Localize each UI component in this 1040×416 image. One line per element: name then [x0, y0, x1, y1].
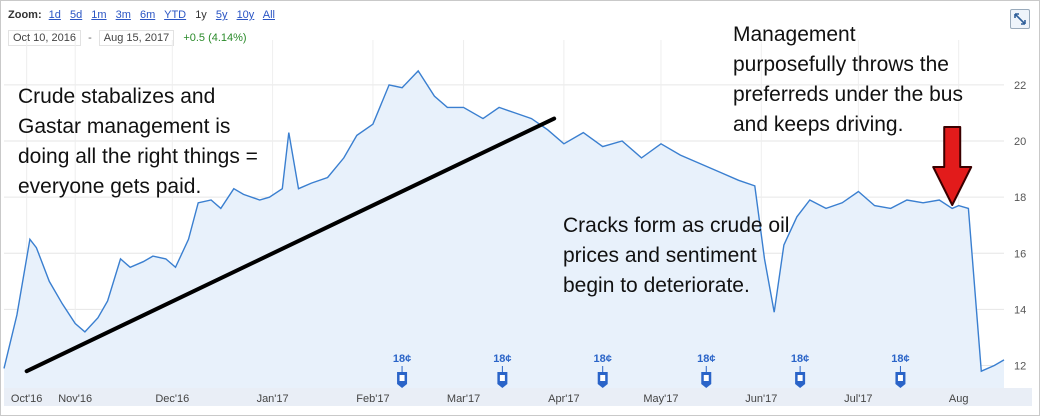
y-axis: 12 14 16 18 20 22 [1014, 80, 1026, 373]
trend-line [24, 116, 557, 374]
y-tick-label: 18 [1014, 192, 1026, 204]
x-tick-label: Aug [949, 393, 969, 405]
y-tick-label: 22 [1014, 80, 1026, 92]
date-separator: - [88, 32, 92, 44]
zoom-1d[interactable]: 1d [48, 9, 61, 21]
x-tick-label: Jul'17 [844, 393, 872, 405]
x-tick-label: Feb'17 [356, 393, 389, 405]
dividend-label: 18¢ [791, 353, 809, 365]
red-down-arrow-icon [932, 126, 973, 206]
zoom-all[interactable]: All [262, 9, 275, 21]
dividend-label: 18¢ [393, 353, 411, 365]
expand-button[interactable] [1010, 9, 1030, 29]
x-tick-label: Dec'16 [155, 393, 189, 405]
dividend-flag-hole [897, 375, 903, 381]
dividend-flag-icon: 18¢ [791, 353, 809, 388]
dividend-markers: 18¢ 18¢ 18¢ 18¢ 18¢ 18¢ [393, 353, 910, 388]
zoom-5y[interactable]: 5y [215, 9, 228, 21]
y-tick-label: 20 [1014, 136, 1026, 148]
x-tick-label: Apr'17 [548, 393, 579, 405]
zoom-ytd[interactable]: YTD [164, 9, 187, 21]
dividend-flag-hole [600, 375, 606, 381]
x-tick-label: Nov'16 [58, 393, 92, 405]
dividend-flag-icon: 18¢ [393, 353, 411, 388]
dividend-flag-icon: 18¢ [697, 353, 715, 388]
dividend-label: 18¢ [697, 353, 715, 365]
price-change: +0.5 (4.14%) [183, 32, 247, 44]
start-date-field[interactable]: Oct 10, 2016 [8, 30, 81, 46]
price-line [3, 69, 1005, 373]
expand-arrows-icon [1014, 13, 1026, 25]
dividend-label: 18¢ [594, 353, 612, 365]
dividend-label: 18¢ [891, 353, 909, 365]
price-area [4, 70, 1004, 389]
annotation-top-right: Management purposefully throws the prefe… [733, 23, 963, 136]
x-tick-label: Oct'16 [11, 393, 42, 405]
annotation-left: Crude stabalizes and Gastar management i… [18, 85, 258, 198]
date-range: Oct 10, 2016 - Aug 15, 2017 +0.5 (4.14%) [8, 30, 247, 46]
zoom-3m[interactable]: 3m [115, 9, 131, 21]
zoom-1m[interactable]: 1m [91, 9, 107, 21]
y-tick-label: 16 [1014, 248, 1026, 260]
x-tick-label: May'17 [643, 393, 678, 405]
x-tick-label: Jan'17 [257, 393, 289, 405]
y-tick-label: 12 [1014, 361, 1026, 373]
y-tick-label: 14 [1014, 304, 1026, 316]
dividend-flag-icon: 18¢ [594, 353, 612, 388]
x-tick-label: Jun'17 [745, 393, 777, 405]
dividend-flag-icon: 18¢ [493, 353, 512, 388]
dividend-flag-hole [499, 375, 505, 381]
zoom-label: Zoom: [8, 9, 42, 21]
arrow-shape [932, 126, 973, 206]
zoom-6m[interactable]: 6m [139, 9, 156, 21]
zoom-toolbar: Zoom: 1d 5d 1m 3m 6m YTD 1y 5y 10y All [8, 9, 281, 21]
zoom-1y[interactable]: 1y [195, 9, 207, 21]
zoom-10y[interactable]: 10y [236, 9, 255, 21]
zoom-5d[interactable]: 5d [69, 9, 83, 21]
annotation-middle-right: Cracks form as crude oil prices and sent… [563, 214, 790, 297]
dividend-flag-icon: 18¢ [891, 353, 910, 388]
x-axis-band [4, 388, 1032, 406]
dividend-flag-hole [703, 375, 709, 381]
x-axis: Oct'16 Nov'16 Dec'16 Jan'17 Feb'17 Mar'17 Apr'… [4, 388, 1032, 406]
dividend-flag-hole [797, 375, 803, 381]
dividend-flag-hole [399, 375, 405, 381]
x-tick-label: Mar'17 [447, 393, 480, 405]
dividend-label: 18¢ [493, 353, 511, 365]
end-date-field[interactable]: Aug 15, 2017 [98, 30, 175, 46]
